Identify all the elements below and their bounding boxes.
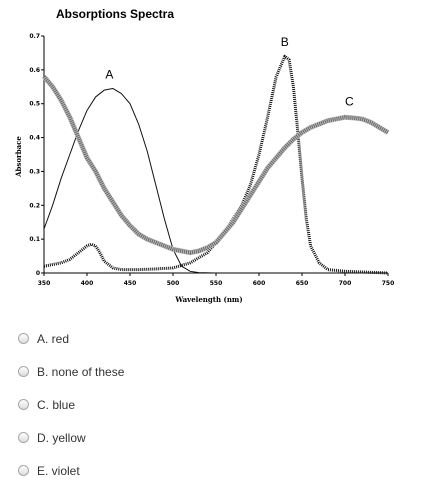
radio-d[interactable] (18, 432, 29, 443)
option-a-label: A. red (37, 331, 70, 346)
radio-b[interactable] (18, 366, 29, 377)
y-tick-label: 0.2 (29, 202, 40, 209)
y-tick-label: 0.6 (29, 67, 40, 74)
x-tick-label: 500 (167, 280, 180, 287)
x-tick-label: 700 (339, 280, 352, 287)
absorption-spectra-chart: 350 400 450 500 550 600 650 700 750 0 0.1 0.2 0.3 0.4… (14, 33, 394, 304)
radio-e[interactable] (18, 465, 29, 476)
option-c[interactable]: C. blue (18, 388, 418, 421)
series-c-line (42, 75, 390, 255)
option-c-label: C. blue (37, 397, 76, 412)
chart-series (42, 54, 390, 275)
y-tick-label: 0.5 (29, 101, 40, 108)
option-e[interactable]: E. violet (18, 454, 418, 487)
series-a-line (43, 87, 217, 274)
radio-a[interactable] (18, 333, 29, 344)
option-a[interactable]: A. red (18, 322, 418, 355)
chart-axes (43, 36, 388, 274)
option-b[interactable]: B. none of these (18, 355, 418, 388)
option-b-label: B. none of these (37, 364, 125, 379)
x-tick-label: 650 (296, 280, 309, 287)
chart-title: Absorptions Spectra (56, 7, 175, 21)
y-tick-label: 0.7 (29, 33, 40, 40)
chart-ticks: 350 400 450 500 550 600 650 700 750 0 0.1 0.2 0.3 0.4… (29, 33, 394, 287)
answer-options: A. red B. none of these C. blue D. yello… (18, 322, 418, 487)
y-axis-label: Absorbace (14, 136, 23, 178)
chart-series-labels: A B C (105, 35, 354, 108)
option-e-label: E. violet (37, 463, 80, 478)
radio-c[interactable] (18, 399, 29, 410)
x-tick-label: 550 (210, 280, 223, 287)
x-tick-label: 750 (382, 280, 395, 287)
series-c-label: C (345, 94, 354, 108)
series-b-label: B (281, 35, 289, 49)
series-a-label: A (105, 67, 113, 81)
option-d-label: D. yellow (37, 430, 86, 445)
y-tick-label: 0.1 (29, 236, 40, 243)
series-c-halo (42, 75, 390, 256)
y-tick-label: 0.4 (29, 135, 40, 142)
x-tick-label: 400 (81, 280, 94, 287)
option-d[interactable]: D. yellow (18, 421, 418, 454)
y-tick-label: 0.3 (29, 168, 40, 175)
x-axis-label: Wavelength (nm) (174, 295, 242, 304)
x-tick-label: 450 (124, 280, 137, 287)
y-tick-label: 0 (36, 270, 40, 277)
x-tick-label: 600 (253, 280, 266, 287)
x-tick-label: 350 (38, 280, 51, 287)
